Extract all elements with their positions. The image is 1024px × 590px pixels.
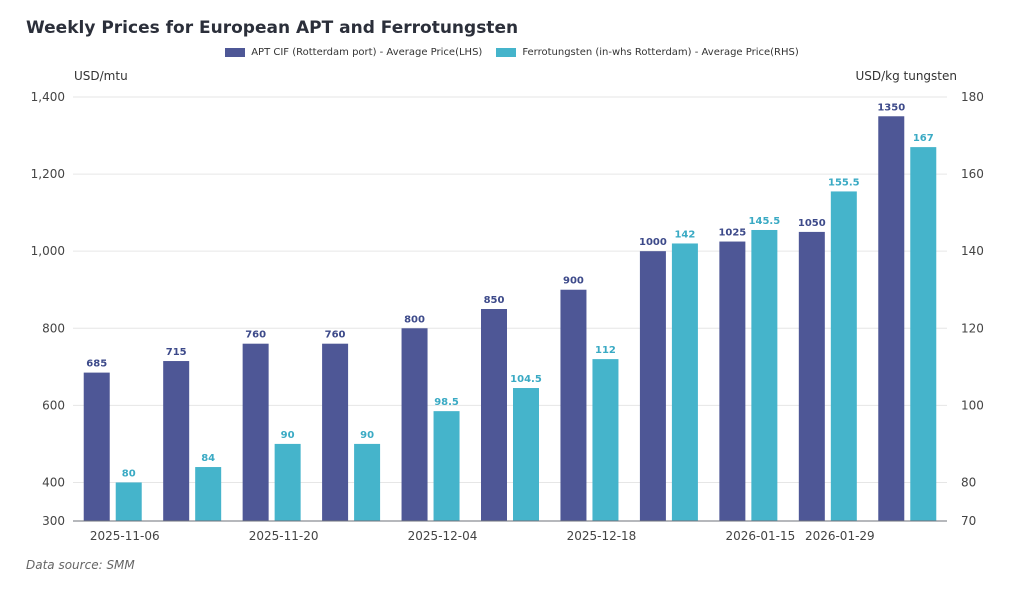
bar-apt [560, 289, 587, 521]
bar-apt [719, 241, 746, 521]
bar-ferrotungsten [671, 243, 698, 522]
bar-ferrotungsten [354, 443, 381, 521]
bar-apt [639, 251, 666, 521]
data-label-apt: 850 [484, 295, 505, 306]
data-label-apt: 760 [245, 330, 266, 341]
left-axis-tick-label: 1,000 [31, 244, 65, 258]
legend-swatch-apt [225, 48, 246, 57]
right-axis-tick-label: 80 [961, 475, 976, 489]
data-label-ferrotungsten: 167 [913, 133, 934, 144]
data-label-apt: 685 [86, 359, 107, 370]
data-label-ferrotungsten: 84 [201, 453, 215, 464]
bar-apt [163, 361, 190, 521]
data-label-ferrotungsten: 90 [281, 430, 295, 441]
legend: APT CIF (Rotterdam port) - Average Price… [0, 47, 1024, 58]
left-axis-unit: USD/mtu [74, 69, 128, 83]
bar-apt [798, 231, 825, 521]
x-axis-tick-label: 2025-12-18 [567, 529, 637, 543]
data-label-ferrotungsten: 145.5 [749, 216, 781, 227]
bar-ferrotungsten [513, 388, 539, 521]
bar-apt [242, 343, 269, 521]
data-label-ferrotungsten: 104.5 [510, 374, 542, 385]
legend-label-apt: APT CIF (Rotterdam port) - Average Price… [251, 47, 483, 58]
bar-ferrotungsten [274, 443, 301, 521]
data-label-apt: 715 [166, 347, 187, 358]
right-axis-tick-label: 140 [961, 244, 984, 258]
data-label-apt: 1350 [877, 102, 905, 113]
x-axis-tick-label: 2026-01-29 [805, 529, 875, 543]
legend-swatch-ferrotungsten [496, 48, 517, 57]
data-label-ferrotungsten: 142 [674, 229, 695, 240]
right-axis-tick-label: 180 [961, 90, 984, 104]
right-axis-tick-label: 70 [961, 514, 976, 528]
bar-apt [83, 372, 110, 521]
left-axis-tick-label: 400 [42, 475, 65, 489]
bar-ferrotungsten [751, 229, 778, 521]
data-label-apt: 1050 [798, 218, 826, 229]
bar-ferrotungsten [195, 467, 222, 521]
right-axis-tick-label: 100 [961, 398, 984, 412]
bar-ferrotungsten [830, 191, 857, 521]
data-label-apt: 760 [325, 330, 346, 341]
bar-ferrotungsten [910, 147, 937, 522]
legend-item-apt[interactable]: APT CIF (Rotterdam port) - Average Price… [225, 47, 482, 58]
left-axis-tick-label: 800 [42, 321, 65, 335]
bar-apt [878, 116, 905, 521]
bar-ferrotungsten [592, 359, 619, 521]
legend-item-ferrotungsten[interactable]: Ferrotungsten (in-whs Rotterdam) - Avera… [496, 47, 799, 58]
data-label-apt: 1025 [718, 228, 746, 239]
chart-title: Weekly Prices for European APT and Ferro… [26, 18, 519, 38]
data-label-ferrotungsten: 80 [122, 468, 136, 479]
x-axis-tick-label: 2025-12-04 [408, 529, 478, 543]
x-axis-tick-label: 2026-01-15 [725, 529, 795, 543]
x-axis-tick-label: 2025-11-20 [249, 529, 319, 543]
data-label-apt: 1000 [639, 237, 667, 248]
right-axis-tick-label: 120 [961, 321, 984, 335]
bar-ferrotungsten [433, 411, 460, 521]
bar-apt [401, 328, 428, 521]
data-label-apt: 900 [563, 276, 584, 287]
bar-apt [481, 309, 507, 521]
x-axis-tick-label: 2025-11-06 [90, 529, 160, 543]
data-source: Data source: SMM [26, 558, 135, 572]
data-label-apt: 800 [404, 314, 425, 325]
left-axis-tick-label: 1,200 [31, 167, 65, 181]
left-axis-tick-label: 1,400 [31, 90, 65, 104]
bar-ferrotungsten [115, 482, 142, 521]
left-axis-tick-label: 300 [42, 514, 65, 528]
right-axis-tick-label: 160 [961, 167, 984, 181]
bar-apt [322, 343, 349, 521]
right-axis-unit: USD/kg tungsten [855, 69, 957, 83]
data-label-ferrotungsten: 155.5 [828, 177, 860, 188]
left-axis-tick-label: 600 [42, 398, 65, 412]
data-label-ferrotungsten: 90 [360, 430, 374, 441]
legend-label-ferrotungsten: Ferrotungsten (in-whs Rotterdam) - Avera… [522, 47, 799, 58]
data-label-ferrotungsten: 98.5 [434, 397, 459, 408]
data-label-ferrotungsten: 112 [595, 345, 616, 356]
